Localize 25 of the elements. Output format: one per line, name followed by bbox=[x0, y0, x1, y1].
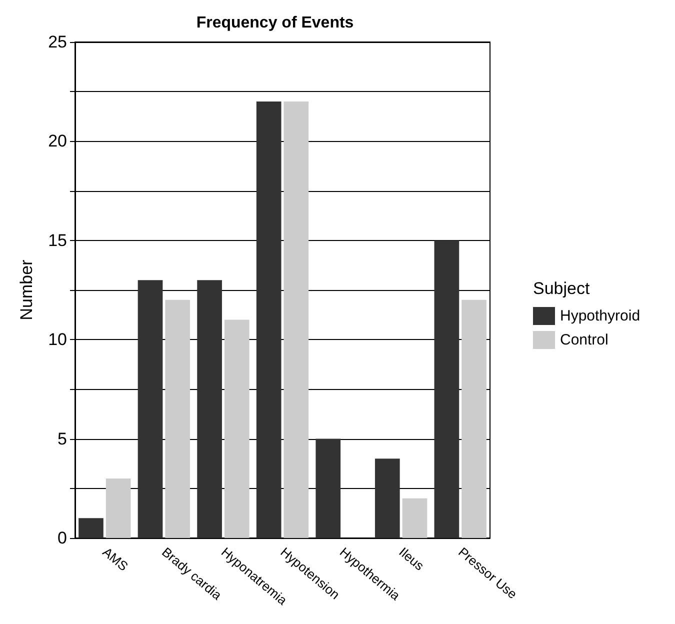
bar bbox=[138, 280, 163, 538]
x-tick-label: AMS bbox=[100, 544, 132, 574]
y-tick-label: 0 bbox=[58, 528, 67, 548]
legend-title: Subject bbox=[533, 279, 590, 298]
bar bbox=[462, 300, 486, 538]
legend-label: Hypothyroid bbox=[560, 308, 640, 324]
y-axis-title: Number bbox=[17, 259, 36, 320]
bar bbox=[374, 458, 400, 538]
y-tick-label: 15 bbox=[48, 230, 67, 250]
y-tick-label: 25 bbox=[48, 32, 67, 52]
y-tick-label: 20 bbox=[48, 132, 67, 151]
bar bbox=[165, 300, 190, 538]
bar bbox=[224, 320, 250, 538]
bar bbox=[78, 518, 104, 538]
bar bbox=[197, 280, 222, 538]
y-tick-label: 10 bbox=[48, 330, 67, 350]
legend-label: Control bbox=[560, 332, 608, 348]
bar bbox=[284, 102, 309, 538]
bar bbox=[316, 438, 341, 538]
bar bbox=[402, 498, 428, 538]
bar bbox=[434, 240, 460, 538]
chart-title: Frequency of Events bbox=[196, 14, 354, 32]
bar bbox=[256, 102, 282, 538]
bar bbox=[106, 478, 131, 538]
y-tick-label: 5 bbox=[58, 429, 67, 448]
